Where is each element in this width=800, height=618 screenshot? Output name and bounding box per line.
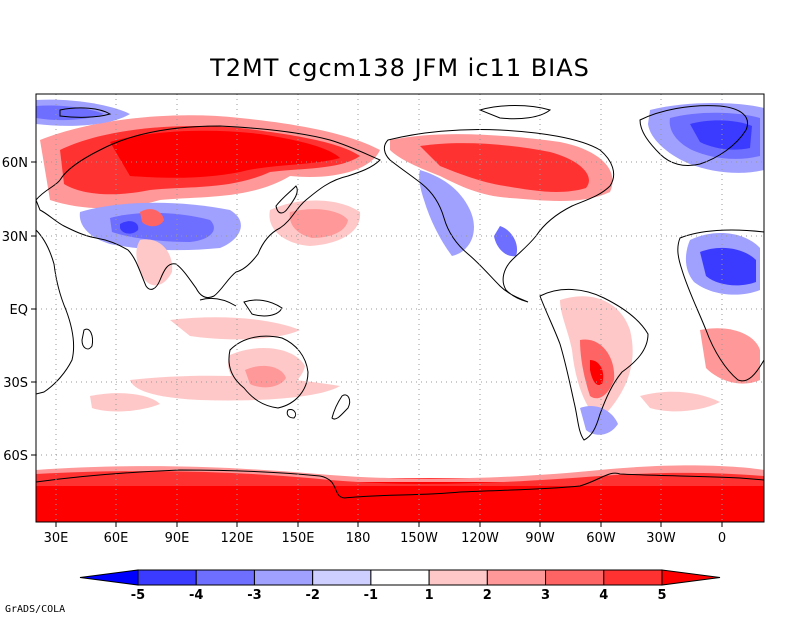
x-tick-label: 150E: [281, 531, 314, 546]
x-tick-label: 30W: [646, 531, 676, 546]
x-tick-label: 60E: [104, 531, 129, 546]
colorbar-swatch: [253, 569, 314, 586]
colorbar-label: -4: [189, 588, 203, 603]
y-tick-label: 60S: [3, 449, 28, 464]
colorbar-label: 2: [483, 588, 492, 603]
bias-field: [36, 99, 764, 522]
colorbar-swatch: [545, 569, 605, 586]
x-tick-label: 30E: [44, 531, 69, 546]
colorbar-arrow-low: [79, 569, 139, 586]
colorbar: -5 -4 -3 -2 -1 1 2 3 4 5: [79, 569, 721, 603]
tick-marks: [31, 161, 723, 527]
x-tick-label: 90E: [165, 531, 190, 546]
x-axis-labels: 30E 60E 90E 120E 150E 180 150W 120W 90W …: [44, 531, 727, 546]
credit-label: GrADS/COLA: [5, 604, 66, 615]
colorbar-swatch: [428, 569, 488, 586]
colorbar-arrow-high: [661, 569, 721, 586]
y-axis-labels: 60N 30N EQ 30S 60S: [2, 156, 28, 464]
x-tick-label: 120W: [461, 531, 499, 546]
y-tick-label: 60N: [2, 156, 28, 171]
x-tick-label: 120E: [220, 531, 253, 546]
colorbar-label: -2: [305, 588, 319, 603]
x-tick-label: 150W: [400, 531, 438, 546]
colorbar-label: 3: [541, 588, 550, 603]
rockies-cold-bias: [419, 170, 474, 256]
colorbar-swatch: [312, 569, 372, 586]
colorbar-swatch: [603, 569, 663, 586]
x-tick-label: 0: [718, 531, 726, 546]
colorbar-swatch: [486, 569, 547, 586]
colorbar-label: 5: [657, 588, 666, 603]
x-tick-label: 60W: [586, 531, 616, 546]
colorbar-label: -1: [364, 588, 378, 603]
y-tick-label: 30S: [3, 376, 28, 391]
colorbar-label: 1: [425, 588, 434, 603]
colorbar-label: 4: [599, 588, 608, 603]
colorbar-swatch: [137, 569, 197, 586]
coastlines: [36, 105, 764, 499]
colorbar-swatch: [195, 569, 255, 586]
y-tick-label: 30N: [2, 230, 28, 245]
colorbar-swatch: [370, 569, 430, 586]
map-title: T2MT cgcm138 JFM ic11 BIAS: [210, 54, 590, 82]
x-tick-label: 180: [346, 531, 371, 546]
y-tick-label: EQ: [10, 303, 28, 318]
plot-border: [35, 93, 765, 523]
x-tick-label: 90W: [525, 531, 555, 546]
colorbar-label: -5: [131, 588, 145, 603]
colorbar-label: -3: [247, 588, 261, 603]
